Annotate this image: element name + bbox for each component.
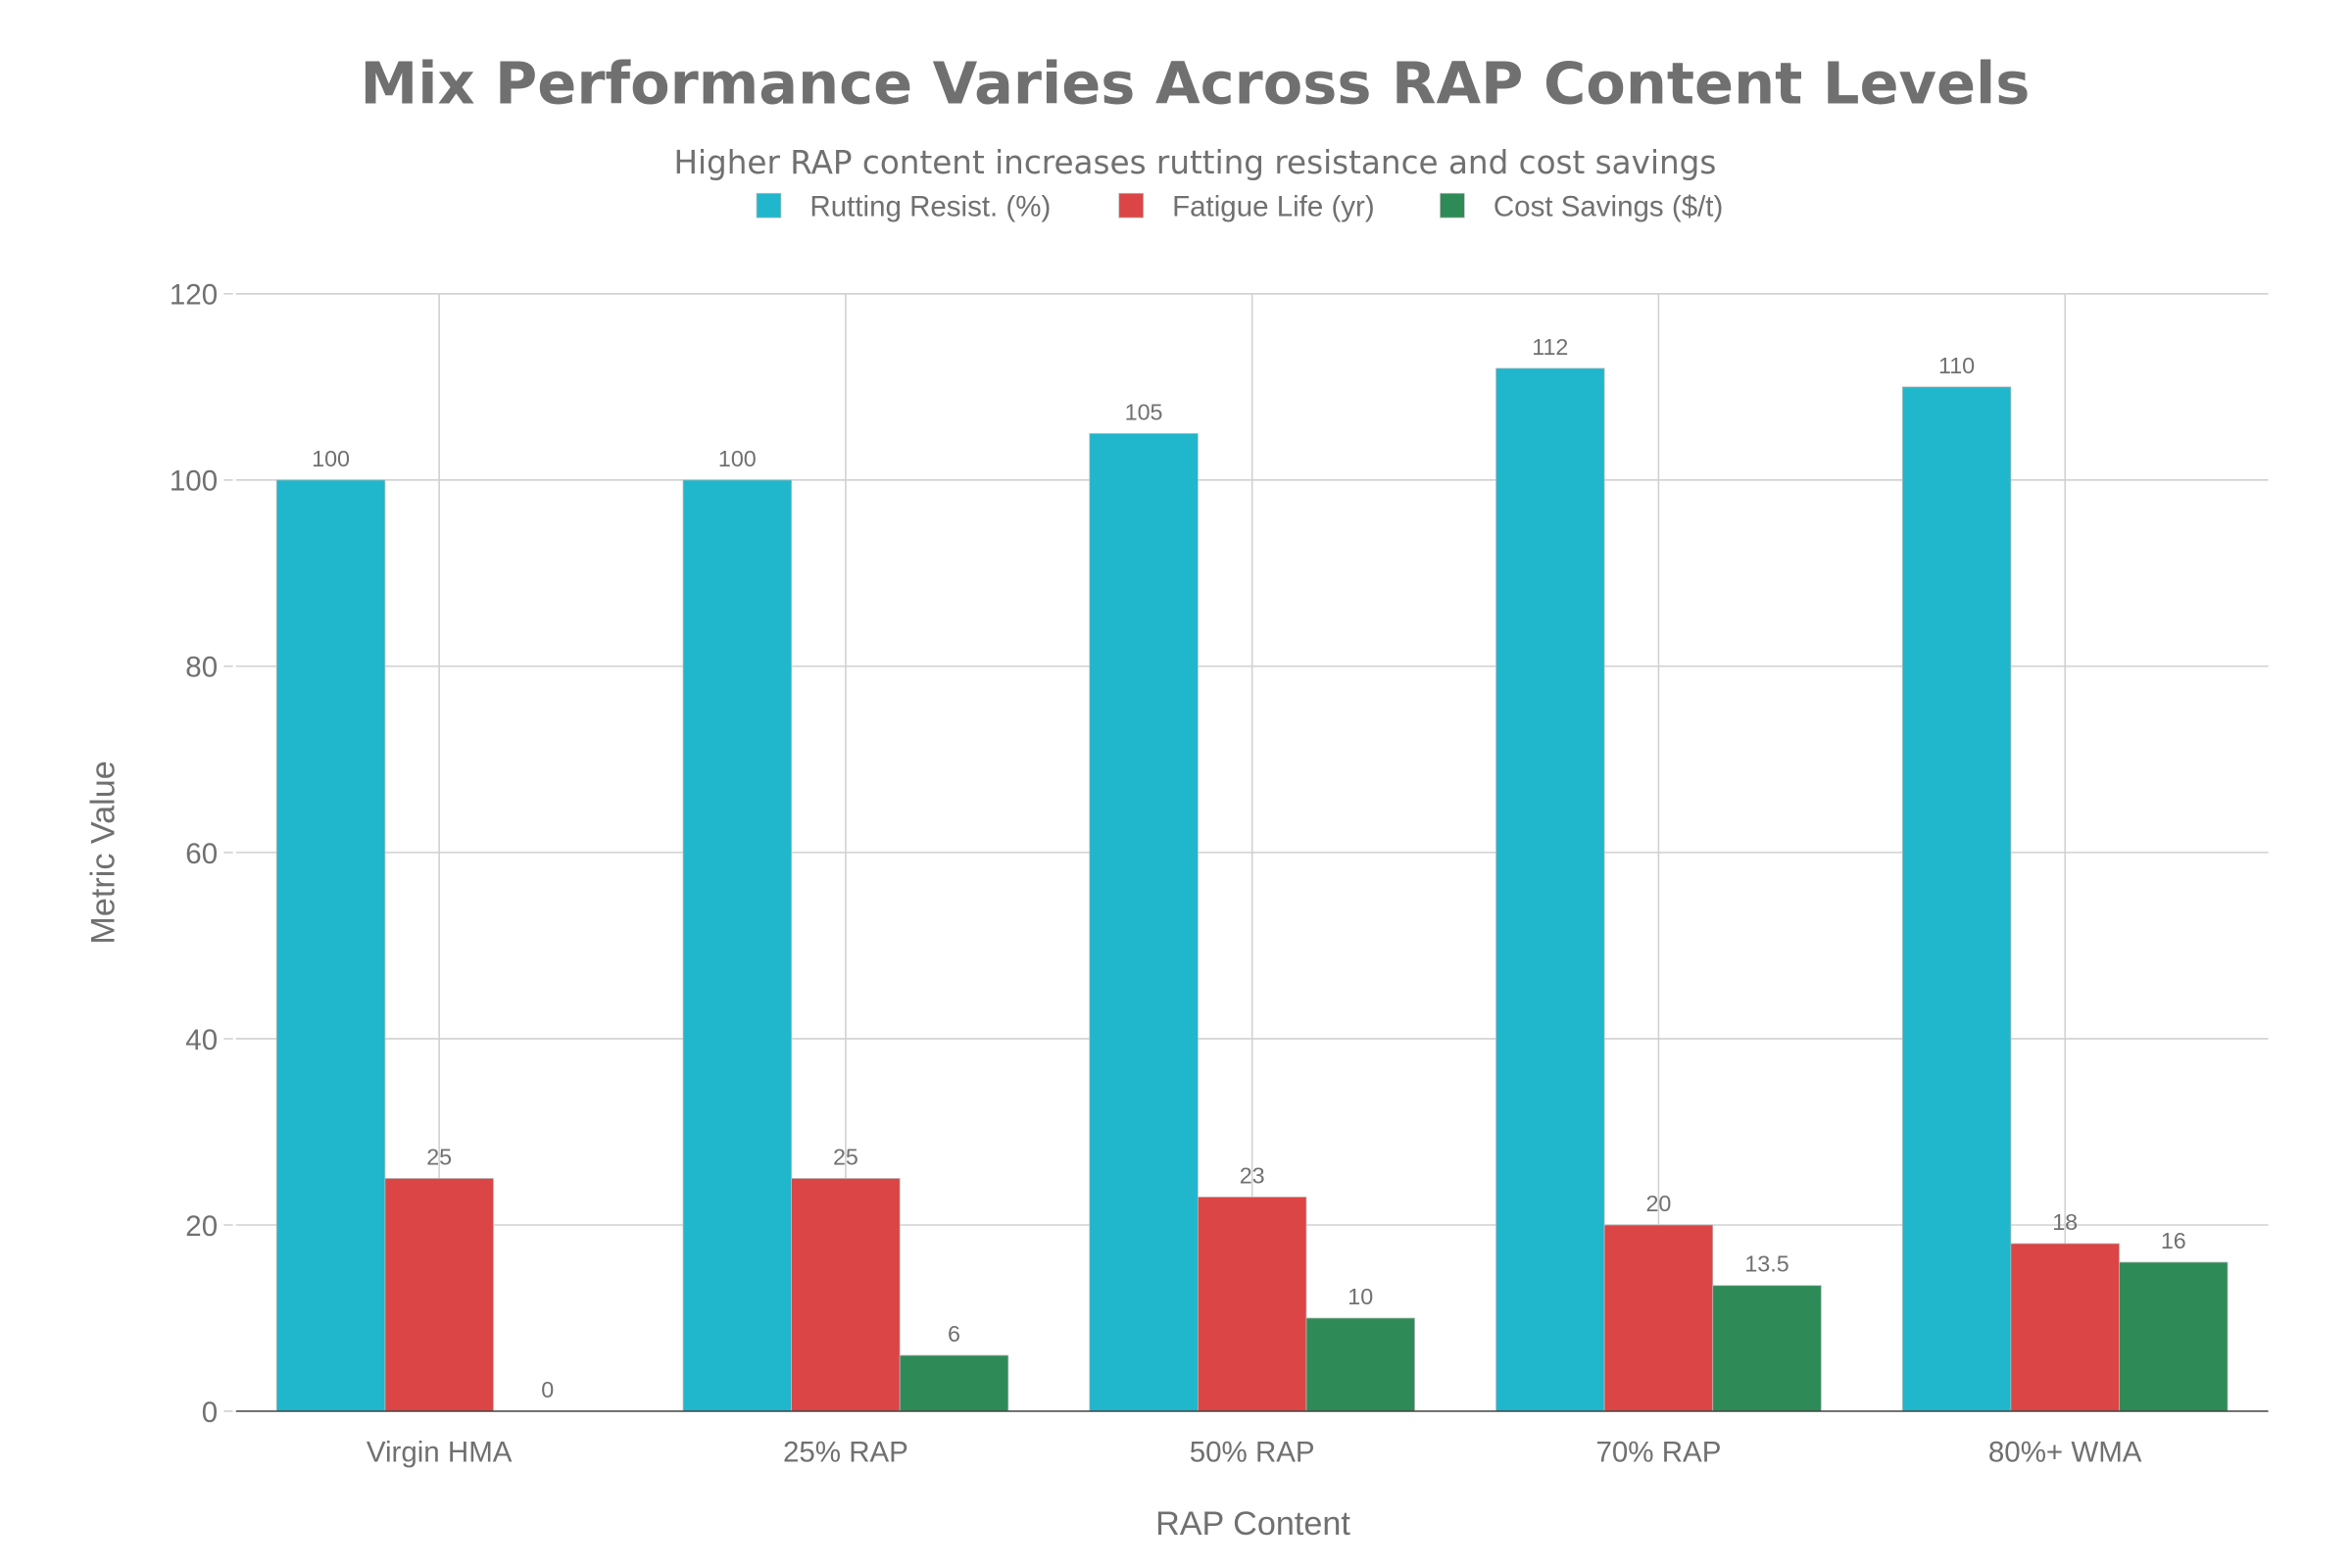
data-label: 20 xyxy=(1645,1191,1671,1216)
y-tick-label: 60 xyxy=(185,838,218,870)
data-label: 100 xyxy=(718,446,757,471)
bar-2-3 xyxy=(1712,1285,1822,1412)
legend-label-1: Fatigue Life (yr) xyxy=(1172,191,1375,223)
data-label: 25 xyxy=(426,1144,452,1169)
data-label: 13.5 xyxy=(1744,1251,1788,1277)
bar-0-1 xyxy=(682,479,793,1412)
x-tick-label: Virgin HMA xyxy=(367,1436,513,1468)
bar-1-2 xyxy=(1197,1197,1307,1412)
bar-1-0 xyxy=(384,1178,494,1412)
y-tick-label: 40 xyxy=(185,1024,218,1056)
chart-title: Mix Performance Varies Across RAP Conten… xyxy=(360,50,2030,118)
data-label: 6 xyxy=(948,1321,960,1347)
bar-0-2 xyxy=(1089,432,1199,1412)
bar-0-4 xyxy=(1901,386,2012,1412)
x-axis-label: RAP Content xyxy=(1155,1505,1350,1543)
y-axis-label: Metric Value xyxy=(85,760,122,944)
bar-1-3 xyxy=(1603,1224,1714,1412)
bar-1-1 xyxy=(791,1178,901,1412)
legend: Rutting Resist. (%) Fatigue Life (yr) Cost… xyxy=(756,191,1723,223)
data-label: 23 xyxy=(1240,1162,1265,1188)
legend-swatch-0 xyxy=(756,192,782,219)
bar-2-4 xyxy=(2119,1261,2229,1412)
bar-1-4 xyxy=(2010,1243,2120,1412)
y-tick-label: 100 xyxy=(170,466,218,498)
data-label: 112 xyxy=(1532,334,1568,360)
bar-0-0 xyxy=(275,479,386,1412)
x-tick-label: 25% RAP xyxy=(783,1436,908,1468)
data-label: 110 xyxy=(1938,353,1975,378)
bar-0-3 xyxy=(1495,368,1605,1412)
chart-subtitle: Higher RAP content increases rutting res… xyxy=(673,144,1716,181)
data-label: 18 xyxy=(2052,1209,2078,1235)
legend-label-2: Cost Savings ($/t) xyxy=(1494,191,1723,223)
bar-2-1 xyxy=(899,1354,1009,1412)
y-tick-label: 80 xyxy=(185,652,218,684)
x-tick-label: 50% RAP xyxy=(1190,1436,1315,1468)
x-tick-label: 80%+ WMA xyxy=(1988,1436,2142,1468)
y-tick-label: 0 xyxy=(202,1396,218,1429)
data-label: 25 xyxy=(833,1144,858,1169)
legend-swatch-2 xyxy=(1440,192,1465,219)
y-tick-label: 20 xyxy=(185,1210,218,1243)
data-label: 16 xyxy=(2161,1228,2186,1253)
x-tick-label: 70% RAP xyxy=(1595,1436,1721,1468)
bar-2-2 xyxy=(1305,1317,1415,1412)
data-labels: 100 100 105 112 110 25 25 23 20 18 0 6 10 13.5 16 xyxy=(312,334,2186,1402)
data-label: 10 xyxy=(1348,1284,1373,1309)
legend-swatch-1 xyxy=(1118,192,1144,219)
data-label: 0 xyxy=(541,1377,554,1402)
data-label: 105 xyxy=(1125,399,1163,424)
y-tick-label: 120 xyxy=(170,279,218,312)
data-label: 100 xyxy=(312,446,350,471)
bars xyxy=(275,368,2229,1412)
legend-label-0: Rutting Resist. (%) xyxy=(809,191,1051,223)
